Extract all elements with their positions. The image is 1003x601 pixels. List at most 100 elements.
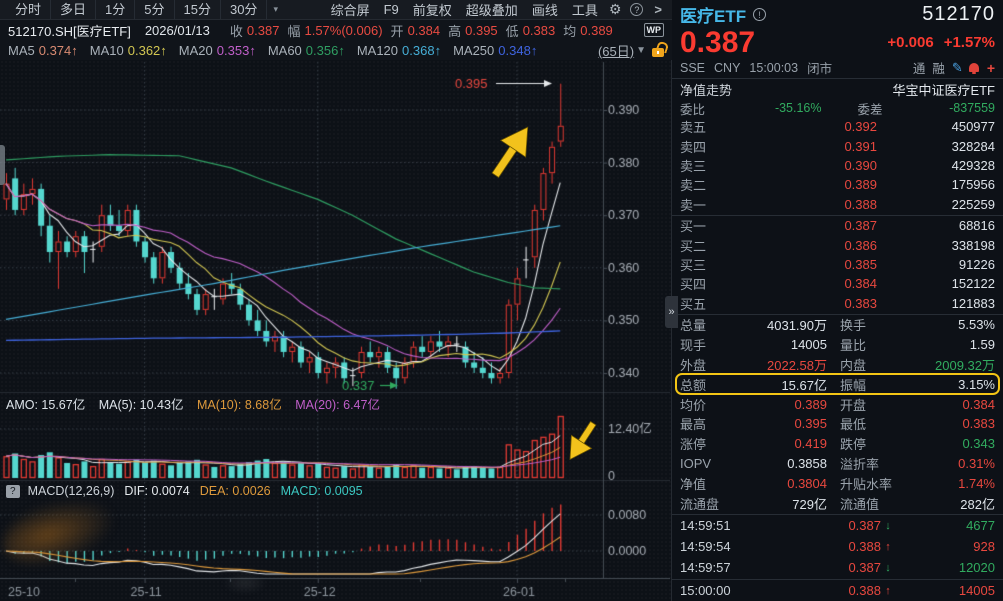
gear-icon[interactable]: ⚙ <box>608 1 622 17</box>
chevron-right-icon[interactable]: > <box>654 2 662 17</box>
wp-badge-icon[interactable]: WP <box>643 23 664 37</box>
bid-label: 买一 <box>680 219 707 235</box>
tab-timeshare[interactable]: 分时 <box>6 0 52 19</box>
low-label: 低 <box>505 23 519 39</box>
bid-label: 买二 <box>680 238 707 254</box>
weicha-label: 委差 <box>857 102 883 117</box>
tab-multiday[interactable]: 多日 <box>51 0 97 19</box>
bid-volume: 91226 <box>958 257 995 273</box>
ask-label: 卖三 <box>680 159 707 175</box>
tick-time: 14:59:54 <box>680 539 731 554</box>
dif-value: DIF: 0.0074 <box>124 484 190 498</box>
bid-row[interactable]: 买二 0.386 338198 <box>680 235 995 254</box>
price-change: +0.006 +1.57% <box>887 34 995 52</box>
add-icon[interactable]: + <box>986 59 995 76</box>
stat-label: 开盘 <box>840 397 867 413</box>
stat-value: 0.419 <box>794 436 827 452</box>
tick-direction-icon: ↑ <box>885 540 891 553</box>
ask-row[interactable]: 卖四 0.391 328284 <box>680 137 995 156</box>
watermark-smudge <box>222 572 268 594</box>
ask-price: 0.388 <box>844 196 877 212</box>
composite-screen-button[interactable]: 综合屏 <box>330 3 370 18</box>
bid-row[interactable]: 买一 0.387 68816 <box>680 216 995 235</box>
margin-badge-rong[interactable]: 融 <box>932 62 945 77</box>
tick-volume: 928 <box>973 539 995 554</box>
tick-price: 0.387 <box>848 518 881 533</box>
tab-1min[interactable]: 1分 <box>96 0 136 19</box>
fund-full-name: 华宝中证医疗ETF <box>892 82 995 98</box>
ma10-value: 0.362↑ <box>127 42 167 58</box>
stat-label: 总量 <box>680 318 707 334</box>
close-value: 0.387 <box>246 22 280 38</box>
annotation-arrow-up-icon <box>491 126 529 179</box>
stat-value: 15.67亿 <box>781 377 827 393</box>
tab-5min[interactable]: 5分 <box>135 0 175 19</box>
avg-label: 均 <box>563 23 577 39</box>
exchange-label: SSE <box>680 60 706 75</box>
last-price: 0.387 <box>680 25 756 59</box>
stat-label: 量比 <box>840 338 867 354</box>
ask-levels: 卖五 0.392 450977 卖四 0.391 328284 卖三 0.390 429328 卖… <box>680 117 995 214</box>
volume-legend: AMO: 15.67亿 MA(5): 10.43亿 MA(10): 8.68亿 … <box>6 394 380 413</box>
weicha-value: -837559 <box>949 101 995 116</box>
panel-collapse-handle[interactable]: » <box>665 296 678 328</box>
market-status-row: SSE CNY 15:00:03 闭市 通 融 ✎ + <box>680 58 995 77</box>
stat-label: IOPV <box>680 456 712 471</box>
ask-row[interactable]: 卖五 0.392 450977 <box>680 117 995 136</box>
edit-pencil-icon[interactable]: ✎ <box>951 59 963 75</box>
ask-row[interactable]: 卖三 0.390 429328 <box>680 156 995 175</box>
help-icon[interactable]: ? <box>630 3 644 16</box>
change-value: 1.57%(0.006) <box>304 22 383 38</box>
macd-help-icon[interactable]: ? <box>6 484 20 498</box>
stat-value: 282亿 <box>960 496 995 512</box>
tick-price: 0.388 <box>848 583 881 598</box>
stat-label: 内盘 <box>840 358 867 374</box>
ask-row[interactable]: 卖二 0.389 175956 <box>680 175 995 194</box>
bid-volume: 68816 <box>958 218 995 234</box>
bid-row[interactable]: 买三 0.385 91226 <box>680 255 995 274</box>
weibi-label: 委比 <box>680 102 706 117</box>
bid-price: 0.387 <box>844 218 877 234</box>
bid-row[interactable]: 买四 0.384 152122 <box>680 274 995 293</box>
super-overlay-button[interactable]: 超级叠加 <box>465 3 518 18</box>
stat-value: 0.3804 <box>787 475 827 491</box>
forward-adjust-button[interactable]: 前复权 <box>412 3 452 18</box>
stat-value: 729亿 <box>792 496 827 512</box>
stat-value: 2009.32万 <box>935 358 995 374</box>
bid-row[interactable]: 买五 0.383 121883 <box>680 294 995 313</box>
stat-value: 2022.58万 <box>767 358 827 374</box>
range-dropdown-icon[interactable]: ▼ <box>636 44 646 56</box>
symbol-label: 512170.SH[医疗ETF] <box>8 23 131 39</box>
stat-row: 外盘 2022.58万 内盘 2009.32万 <box>680 355 995 375</box>
tab-30min[interactable]: 30分 <box>221 0 268 19</box>
tick-price: 0.387 <box>848 560 881 575</box>
tick-row: 14:59:54 0.388 ↑ 928 <box>680 536 995 557</box>
tick-direction-icon: ↑ <box>885 584 891 597</box>
stat-label: 涨停 <box>680 437 707 453</box>
etf-name: 医疗ETF <box>680 7 747 26</box>
draw-line-button[interactable]: 画线 <box>531 3 558 18</box>
stat-row: 流通盘 729亿 流通值 282亿 <box>680 493 995 513</box>
market-status: 闭市 <box>807 62 833 77</box>
margin-badge-tong[interactable]: 通 <box>912 62 926 77</box>
ask-row[interactable]: 卖一 0.388 225259 <box>680 195 995 214</box>
tick-list: 14:59:51 0.387 ↓ 4677 14:59:54 0.388 ↑ 928 14:59… <box>672 515 1003 601</box>
bid-volume: 338198 <box>951 237 995 253</box>
tools-button[interactable]: 工具 <box>571 3 598 18</box>
alert-bell-icon[interactable] <box>968 63 979 75</box>
range-selector[interactable]: (65日) <box>597 43 635 59</box>
nav-trend-link[interactable]: 净值走势 <box>680 82 733 98</box>
f9-button[interactable]: F9 <box>383 2 399 17</box>
quote-time: 15:00:03 <box>749 60 799 75</box>
info-icon[interactable]: ! <box>753 8 767 21</box>
period-dropdown-icon[interactable]: ▾ <box>273 4 278 14</box>
left-edge-handle[interactable] <box>0 145 5 185</box>
tab-15min[interactable]: 15分 <box>175 0 221 19</box>
kline-chart-canvas[interactable] <box>0 60 670 601</box>
weibi-value: -35.16% <box>774 101 822 116</box>
tick-volume: 4677 <box>966 518 995 533</box>
tick-volume: 14005 <box>958 583 995 598</box>
lock-icon[interactable] <box>652 47 664 57</box>
stat-value: 14005 <box>790 337 827 353</box>
